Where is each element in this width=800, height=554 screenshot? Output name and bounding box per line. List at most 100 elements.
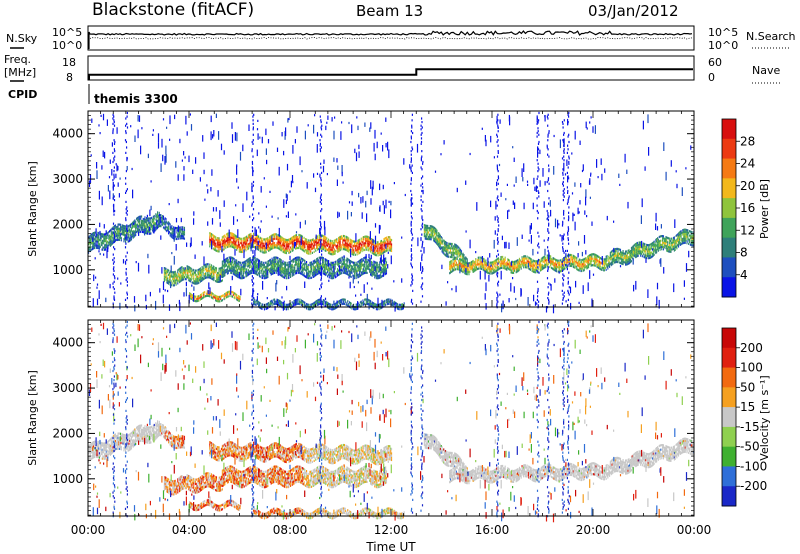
power-cell [259, 236, 261, 239]
power-cell [146, 219, 149, 222]
power-cell [389, 249, 391, 252]
power-cell [274, 258, 276, 261]
power-cell [460, 258, 462, 261]
power-cell [380, 275, 383, 278]
power-cell [491, 263, 493, 266]
power-cell [224, 263, 226, 266]
power-cell [358, 275, 360, 278]
power-cell [303, 301, 305, 304]
power-cell [285, 277, 287, 280]
power-cell [382, 247, 384, 250]
power-cell [253, 271, 255, 275]
power-cell [453, 249, 455, 252]
power-cell [323, 299, 325, 302]
power-cell [208, 274, 210, 277]
power-cell [450, 242, 452, 246]
power-cell [460, 250, 463, 253]
power-cell [181, 230, 183, 233]
power-cell [209, 293, 211, 296]
power-cell [121, 233, 123, 236]
power-cell [391, 301, 393, 304]
power-cell [223, 274, 225, 277]
power-cell [228, 290, 230, 293]
power-cell [192, 273, 194, 276]
power-cell [103, 233, 105, 236]
power-cell [510, 267, 512, 270]
power-cell [530, 260, 532, 263]
power-cell [237, 298, 239, 302]
power-cell [434, 238, 436, 241]
power-cell [183, 269, 185, 272]
power-cell [214, 244, 216, 247]
power-cell [466, 273, 468, 276]
power-cell [247, 236, 250, 239]
power-cell [164, 269, 166, 272]
power-cell [304, 275, 306, 278]
power-cell [193, 280, 195, 283]
power-cell [207, 274, 209, 277]
power-cell [341, 263, 343, 266]
power-cell [220, 271, 222, 274]
power-cell [176, 227, 178, 230]
power-cell [499, 267, 501, 270]
power-cell [304, 301, 306, 304]
power-cell [138, 222, 140, 225]
power-cell [364, 269, 366, 272]
power-cell [332, 253, 335, 256]
power-cell [178, 237, 180, 240]
power-cell [253, 245, 255, 248]
power-cell [269, 268, 271, 271]
power-cell [543, 266, 545, 269]
power-cell [482, 264, 484, 267]
power-cell [274, 246, 276, 249]
power-cell [128, 235, 130, 238]
power-cell [532, 259, 534, 262]
power-cell [357, 242, 359, 245]
power-cell [390, 245, 392, 248]
power-cell [436, 240, 438, 243]
power-cell [221, 299, 223, 302]
power-cell [233, 268, 235, 271]
power-cell [354, 308, 356, 311]
power-cell [253, 267, 255, 270]
power-cell [363, 265, 365, 268]
power-cell [497, 268, 499, 271]
power-cell [214, 242, 216, 245]
power-cell [310, 261, 312, 264]
power-cell [305, 238, 307, 241]
power-cell [428, 227, 430, 230]
power-cell [460, 251, 462, 254]
power-cell [449, 247, 452, 250]
power-cell [363, 259, 365, 262]
power-cell [437, 239, 439, 242]
station-title: Blackstone (fitACF) [92, 0, 254, 20]
power-cell [378, 263, 380, 266]
power-cell [540, 262, 542, 265]
power-cell [240, 248, 242, 251]
power-cell [462, 257, 464, 260]
power-cell [472, 262, 474, 265]
power-cell [403, 302, 405, 305]
power-cell [223, 295, 225, 298]
power-cell [472, 268, 474, 271]
power-cell [545, 263, 548, 266]
nave-tick-bottom: 0 [708, 71, 715, 84]
power-cell [363, 242, 365, 245]
power-cell [302, 300, 304, 303]
power-cell [217, 300, 219, 303]
power-cell [205, 294, 207, 298]
power-cell [378, 245, 380, 248]
power-cell [258, 262, 261, 265]
power-cell [359, 251, 362, 254]
power-cell [221, 262, 223, 265]
power-cell [296, 236, 298, 239]
power-cell [292, 271, 294, 274]
power-cell [153, 221, 155, 224]
power-cell [228, 292, 230, 296]
power-cell [265, 272, 267, 275]
power-cell [456, 263, 458, 266]
power-cell [263, 270, 265, 273]
power-cell [111, 231, 113, 234]
power-cell [327, 248, 329, 252]
power-cell [348, 305, 350, 308]
